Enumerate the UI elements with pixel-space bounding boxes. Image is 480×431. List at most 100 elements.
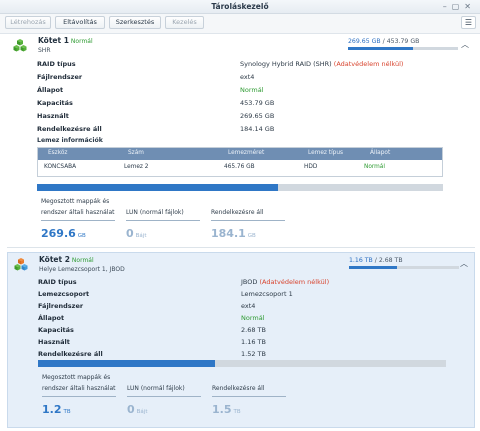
minimize-icon[interactable]: – bbox=[442, 2, 452, 11]
volume-title: Kötet 2 Normál bbox=[39, 255, 94, 264]
stat-number: 1.5 bbox=[212, 403, 232, 416]
volume-cube-icon bbox=[14, 258, 28, 271]
stat-divider bbox=[211, 220, 285, 221]
table-cell: Normál bbox=[364, 164, 385, 170]
volume-title: Kötet 1 Normál bbox=[38, 36, 93, 45]
volume-1-panel[interactable]: Kötet 1 Normál SHR 269.65 GB / 453.79 GB … bbox=[7, 34, 475, 248]
stat-label-line: rendszer általi használat bbox=[41, 209, 115, 216]
window-controls: –▢✕ bbox=[443, 2, 476, 11]
table-header: Eszköz Szám Lemezméret Lemez típus Állap… bbox=[38, 148, 442, 160]
stat-number: 184.1 bbox=[211, 227, 246, 240]
usage-mini-bar bbox=[348, 47, 458, 50]
stat-number: 1.2 bbox=[42, 403, 62, 416]
volume-name: Kötet 2 bbox=[39, 255, 70, 264]
field-value: 1.16 TB bbox=[241, 338, 266, 346]
stat-avail-value: 184.1 GB bbox=[211, 227, 256, 240]
stat-number: 0 bbox=[127, 403, 135, 416]
stat-unit: TB bbox=[63, 409, 71, 415]
usage-separator: / bbox=[372, 257, 379, 264]
usage-mini-bar bbox=[349, 266, 459, 269]
usage-used: 269.65 GB bbox=[348, 38, 381, 45]
stat-divider bbox=[126, 220, 200, 221]
stat-label-line: rendszer általi használat bbox=[42, 385, 116, 392]
maximize-icon[interactable]: ▢ bbox=[451, 2, 465, 11]
column-header: Állapot bbox=[370, 150, 391, 156]
stat-shared-label: Megosztott mappák és rendszer általi hasz… bbox=[42, 372, 116, 394]
column-header: Lemez típus bbox=[308, 150, 344, 156]
raid-note: (Adatvédelem nélkül) bbox=[257, 278, 330, 286]
stat-divider bbox=[42, 396, 116, 397]
stat-unit: Bájt bbox=[135, 233, 147, 239]
field-label: Állapot bbox=[38, 314, 65, 322]
field-value: Lemezcsoport 1 bbox=[241, 290, 293, 298]
volume-2-panel[interactable]: Kötet 2 Normál Helye Lemezcsoport 1, JBOD… bbox=[7, 252, 475, 428]
field-value: 1.52 TB bbox=[241, 350, 266, 358]
field-label: Rendelkezésre áll bbox=[38, 350, 103, 358]
stat-label-line: Megosztott mappák és bbox=[42, 374, 111, 381]
create-button[interactable]: Létrehozás bbox=[5, 16, 51, 29]
field-value: JBOD (Adatvédelem nélkül) bbox=[241, 278, 329, 286]
column-header: Lemezméret bbox=[228, 150, 265, 156]
stat-unit: TB bbox=[233, 409, 241, 415]
stat-divider bbox=[127, 396, 201, 397]
field-value: ext4 bbox=[240, 73, 255, 81]
usage-mini-fill bbox=[348, 47, 414, 50]
table-cell: HDD bbox=[304, 164, 318, 170]
usage-used: 1.16 TB bbox=[349, 257, 373, 264]
stat-shared-label: Megosztott mappák és rendszer általi hasz… bbox=[41, 196, 115, 218]
volume-cube-icon bbox=[13, 39, 27, 52]
field-label: Kapacitás bbox=[37, 99, 73, 107]
field-value: 453.79 GB bbox=[240, 99, 275, 107]
field-label: Fájlrendszer bbox=[38, 302, 84, 310]
stat-lun-label: LUN (normál fájlok) bbox=[127, 385, 185, 392]
stat-unit: GB bbox=[77, 233, 86, 239]
table-cell: Lemez 2 bbox=[124, 164, 149, 170]
field-value: 184.14 GB bbox=[240, 125, 275, 133]
volume-status: Normál bbox=[70, 38, 93, 45]
raid-note: (Adatvédelem nélkül) bbox=[331, 60, 404, 68]
stat-lun-value: 0 Bájt bbox=[126, 227, 146, 240]
usage-caption: 1.16 TB / 2.68 TB bbox=[349, 257, 403, 264]
stat-lun-value: 0 Bájt bbox=[127, 403, 147, 416]
stat-divider bbox=[41, 220, 115, 221]
field-value: ext4 bbox=[241, 302, 256, 310]
volume-subtitle: Helye Lemezcsoport 1, JBOD bbox=[39, 266, 125, 273]
remove-button[interactable]: Eltávolítás bbox=[55, 16, 105, 29]
usage-bar bbox=[38, 360, 446, 367]
stat-unit: Bájt bbox=[136, 409, 148, 415]
close-icon[interactable]: ✕ bbox=[464, 2, 476, 11]
title-bar: Tároláskezelő –▢✕ bbox=[0, 0, 480, 14]
usage-mini-fill bbox=[349, 266, 397, 269]
field-label: Lemezcsoport bbox=[38, 290, 90, 298]
stat-avail-value: 1.5 TB bbox=[212, 403, 241, 416]
field-value: 2.68 TB bbox=[241, 326, 266, 334]
table-cell: KONCSABA bbox=[44, 164, 77, 170]
table-cell: 465.76 GB bbox=[224, 164, 255, 170]
stat-divider bbox=[212, 396, 286, 397]
usage-bar-fill bbox=[37, 184, 279, 191]
usage-separator: / bbox=[380, 38, 387, 45]
stat-unit: GB bbox=[247, 233, 256, 239]
field-label: RAID típus bbox=[37, 60, 76, 68]
usage-bar-fill bbox=[38, 360, 215, 367]
volume-status: Normál bbox=[71, 257, 94, 264]
usage-caption: 269.65 GB / 453.79 GB bbox=[348, 38, 419, 45]
chevron-up-icon[interactable]: ︿ bbox=[461, 40, 469, 49]
raid-type: JBOD bbox=[241, 278, 258, 286]
field-value: Synology Hybrid RAID (SHR) (Adatvédelem … bbox=[240, 60, 403, 68]
column-header: Szám bbox=[128, 150, 144, 156]
stat-avail-label: Rendelkezésre áll bbox=[212, 385, 265, 392]
stat-shared-value: 1.2 TB bbox=[42, 403, 71, 416]
usage-total: 2.68 TB bbox=[378, 257, 403, 264]
toolbar: Létrehozás Eltávolítás Szerkesztés Kezel… bbox=[0, 14, 480, 34]
chevron-up-icon[interactable]: ︿ bbox=[460, 259, 468, 268]
field-value: Normál bbox=[240, 86, 264, 94]
manage-button[interactable]: Kezelés bbox=[165, 16, 204, 29]
stat-number: 269.6 bbox=[41, 227, 76, 240]
volume-subtitle: SHR bbox=[38, 47, 51, 54]
window-title: Tároláskezelő bbox=[211, 2, 269, 11]
field-label: Használt bbox=[37, 112, 69, 120]
stat-shared-value: 269.6 GB bbox=[41, 227, 86, 240]
list-view-icon[interactable]: ☰ bbox=[461, 16, 476, 29]
edit-button[interactable]: Szerkesztés bbox=[109, 16, 161, 29]
